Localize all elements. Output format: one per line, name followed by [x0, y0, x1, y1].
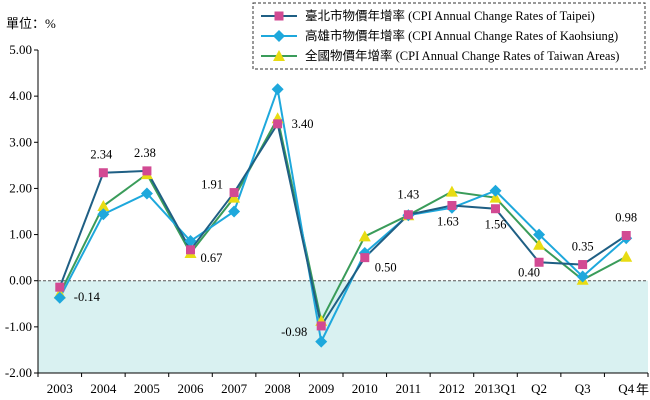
series-0-point	[98, 168, 108, 178]
x-tick-label: 2003	[47, 381, 73, 396]
x-tick-label: Q2	[531, 381, 547, 396]
data-label: 1.43	[397, 188, 419, 202]
series-2-point	[489, 191, 502, 203]
data-label: 1.91	[201, 178, 223, 192]
series-2-point	[97, 199, 110, 211]
series-0-point	[142, 166, 152, 176]
data-label: 0.50	[375, 261, 397, 275]
x-tick-label: 2007	[221, 381, 248, 396]
series-0-point	[534, 257, 544, 267]
series-0-point	[491, 204, 500, 214]
legend: 臺北市物價年增率 (CPI Annual Change Rates of Tai…	[252, 2, 646, 70]
data-label: 1.56	[485, 218, 507, 232]
series-1-point	[53, 291, 66, 304]
x-tick-label: 2010	[352, 381, 378, 396]
series-0-point	[360, 253, 370, 263]
legend-entry: 全國物價年增率 (CPI Annual Change Rates of Taiw…	[305, 48, 619, 63]
series-0-point	[578, 260, 588, 270]
series-2-point	[358, 230, 371, 242]
x-tick-label: 2013Q1	[475, 381, 517, 396]
series-1-point	[271, 83, 284, 96]
x-tick-label: 2005	[134, 381, 160, 396]
y-tick-label: -1.00	[5, 319, 32, 334]
series-line-1	[58, 85, 627, 345]
data-label: 0.98	[615, 210, 637, 224]
series-0-point	[403, 210, 413, 220]
x-tick-label: 2004	[90, 381, 117, 396]
data-label: 2.34	[90, 148, 113, 162]
y-tick-label: 1.00	[9, 227, 32, 242]
x-tick-label: 2012	[439, 381, 465, 396]
series-0-point	[55, 282, 65, 292]
series-line-0	[58, 121, 627, 329]
series-1-point	[184, 235, 197, 248]
series-0-point	[273, 119, 283, 129]
legend-entry: 臺北市物價年增率 (CPI Annual Change Rates of Tai…	[305, 8, 595, 23]
data-label: 3.40	[292, 117, 314, 131]
series-2-point	[533, 238, 546, 250]
x-tick-label: 2008	[265, 381, 291, 396]
data-label: 0.40	[518, 265, 540, 279]
legend-swatch-marker	[274, 11, 284, 21]
y-tick-label: -2.00	[5, 365, 32, 380]
y-tick-label: 2.00	[9, 180, 32, 195]
x-tick-label: 2011	[396, 381, 422, 396]
data-label: -0.14	[74, 290, 101, 304]
negative-region-shade	[38, 280, 648, 373]
y-tick-label: 3.00	[9, 134, 32, 149]
x-unit-label: 年	[636, 382, 649, 397]
series-0-point	[316, 321, 326, 331]
y-tick-label: 5.00	[9, 42, 32, 57]
data-label: 0.35	[572, 240, 594, 254]
series-0-point	[447, 201, 457, 211]
legend-entry: 高雄市物價年增率 (CPI Annual Change Rates of Kao…	[305, 28, 618, 43]
series-1-point	[489, 184, 502, 197]
series-2-point	[228, 191, 241, 203]
data-label: 1.63	[437, 215, 459, 229]
x-tick-label: Q3	[575, 381, 591, 396]
legend-swatch-marker	[273, 50, 285, 61]
series-1-point	[140, 187, 153, 200]
series-1-point	[228, 205, 241, 218]
series-1-point	[576, 270, 589, 283]
data-label: 2.38	[134, 146, 156, 160]
data-label: -0.98	[281, 325, 307, 339]
legend-swatch-marker	[273, 30, 285, 42]
legend-box	[252, 2, 646, 70]
y-tick-label: 4.00	[9, 88, 32, 103]
y-unit-label: 單位：%	[6, 16, 56, 31]
series-0-point	[621, 230, 631, 240]
y-tick-label: 0.00	[9, 273, 32, 288]
x-tick-label: 2006	[178, 381, 205, 396]
series-0-point	[186, 245, 195, 255]
x-tick-label: 2009	[308, 381, 334, 396]
series-1-point	[97, 208, 110, 221]
series-0-point	[229, 188, 239, 198]
series-2-point	[445, 185, 458, 197]
series-1-point	[533, 228, 546, 241]
series-line-2	[58, 115, 627, 324]
series-2-point	[620, 250, 633, 262]
data-label: 0.67	[201, 251, 223, 265]
x-tick-label: Q4	[618, 381, 634, 396]
series-1-point	[315, 335, 328, 348]
